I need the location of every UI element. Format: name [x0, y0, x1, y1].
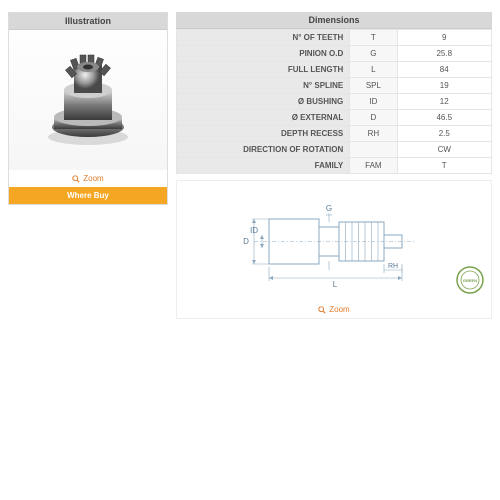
table-row: DIRECTION OF ROTATION CW [177, 142, 492, 158]
table-row: N° OF TEETHT9 [177, 30, 492, 46]
dim-code: SPL [350, 78, 397, 94]
dim-value: 9 [397, 30, 492, 46]
table-row: DEPTH RECESSRH2.5 [177, 126, 492, 142]
table-row: PINION O.DG25.8 [177, 46, 492, 62]
dim-value: 12 [397, 94, 492, 110]
table-row: FAMILYFAMT [177, 158, 492, 174]
dim-code: D [350, 110, 397, 126]
dimension-diagram-svg: DID G L RH [214, 189, 454, 294]
dim-label: FAMILY [177, 158, 350, 174]
table-row: Ø EXTERNALD46.5 [177, 110, 492, 126]
svg-text:D: D [243, 237, 249, 246]
dim-code: RH [350, 126, 397, 142]
product-image[interactable] [9, 30, 167, 170]
table-row: N° SPLINESPL19 [177, 78, 492, 94]
dim-label: DIRECTION OF ROTATION [177, 142, 350, 158]
dim-label: Ø BUSHING [177, 94, 350, 110]
svg-text:ID: ID [250, 226, 258, 235]
dim-label: DEPTH RECESS [177, 126, 350, 142]
dim-code: L [350, 62, 397, 78]
dimensions-panel: Dimensions N° OF TEETHT9PINION O.DG25.8F… [176, 12, 492, 174]
zoom-icon [318, 306, 326, 314]
dim-label: N° SPLINE [177, 78, 350, 94]
svg-text:G: G [326, 204, 332, 213]
dim-value: 25.8 [397, 46, 492, 62]
dim-value: CW [397, 142, 492, 158]
illustration-header: Illustration [9, 13, 167, 30]
certification-stamp: GREEN [455, 265, 485, 295]
dim-value: T [397, 158, 492, 174]
zoom-link-diagram[interactable]: Zoom [177, 301, 491, 318]
zoom-link-illustration[interactable]: Zoom [9, 170, 167, 187]
svg-text:L: L [333, 280, 338, 289]
dimensions-table: N° OF TEETHT9PINION O.DG25.8FULL LENGTHL… [176, 29, 492, 174]
dim-value: 2.5 [397, 126, 492, 142]
dim-code: FAM [350, 158, 397, 174]
zoom-label: Zoom [83, 174, 103, 183]
technical-diagram[interactable]: DID G L RH GREEN [177, 181, 491, 301]
starter-drive-illustration [28, 45, 148, 155]
table-row: Ø BUSHINGID12 [177, 94, 492, 110]
svg-text:RH: RH [388, 263, 398, 270]
where-buy-button[interactable]: Where Buy [9, 187, 167, 204]
dim-label: PINION O.D [177, 46, 350, 62]
dim-value: 46.5 [397, 110, 492, 126]
dim-value: 84 [397, 62, 492, 78]
table-row: FULL LENGTHL84 [177, 62, 492, 78]
dim-code: ID [350, 94, 397, 110]
illustration-panel: Illustration [8, 12, 168, 205]
dim-value: 19 [397, 78, 492, 94]
zoom-label: Zoom [329, 305, 349, 314]
dim-label: N° OF TEETH [177, 30, 350, 46]
dimensions-header: Dimensions [176, 12, 492, 29]
svg-text:GREEN: GREEN [463, 278, 477, 283]
dim-code [350, 142, 397, 158]
dim-code: T [350, 30, 397, 46]
diagram-panel: DID G L RH GREEN Zoom [176, 180, 492, 319]
dim-label: FULL LENGTH [177, 62, 350, 78]
dim-label: Ø EXTERNAL [177, 110, 350, 126]
zoom-icon [72, 175, 80, 183]
dim-code: G [350, 46, 397, 62]
